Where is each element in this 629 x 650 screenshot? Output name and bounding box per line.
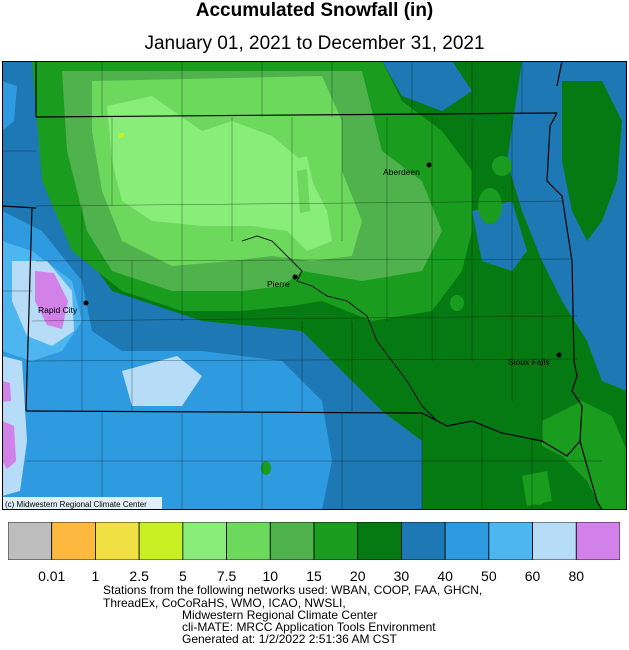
snowfall-zone-ne-blue — [382, 61, 472, 111]
city-aberdeen: Aberdeen — [383, 162, 432, 177]
legend-tick-label: 7.5 — [216, 568, 237, 584]
footer-networks-2: ThreadEx, CoCoRaHS, WMO, ICAO, NWSLI, — [103, 596, 346, 610]
city-pierre: Pierre — [267, 274, 298, 289]
footer-mrcc: Midwestern Regional Climate Center — [182, 608, 378, 622]
map-title: Accumulated Snowfall (in) — [195, 0, 434, 21]
legend-swatch — [138, 522, 184, 560]
snowfall-zone-east-green-inner — [562, 81, 622, 241]
city-dot-rapid-city — [83, 300, 89, 306]
snowfall-patch-5 — [261, 461, 271, 475]
city-label-sioux-falls: Sioux Falls — [508, 357, 550, 367]
snowfall-zone-sw-purple-2 — [2, 421, 16, 469]
legend-tick-label: 50 — [481, 568, 497, 584]
city-rapid-city: Rapid City — [38, 300, 89, 315]
legend-swatch — [8, 522, 53, 560]
legend-swatch — [95, 522, 140, 560]
legend-tick-label: 80 — [568, 568, 585, 584]
legend-tick-label: 20 — [349, 568, 366, 584]
legend-swatch — [357, 522, 402, 560]
snowfall-patch-3 — [478, 188, 502, 224]
legend-swatch — [575, 522, 620, 560]
snowfall-zone-nw-blue — [2, 81, 17, 131]
legend-tick-label: 60 — [524, 568, 541, 584]
legend-swatch — [444, 522, 490, 560]
legend-swatch — [532, 522, 577, 560]
legend-swatch — [269, 522, 315, 560]
snowfall-zone-green-10b — [297, 169, 310, 213]
snowfall-zone-green-dot — [119, 133, 124, 138]
legend-tick-label: 40 — [437, 568, 453, 584]
city-dot-sioux-falls — [556, 352, 562, 358]
footer-networks-1: Stations from the following networks use… — [103, 583, 483, 597]
legend-swatch — [488, 522, 533, 560]
legend-tick-label: 5 — [178, 568, 187, 584]
snowfall-zone-sw-purple-3 — [2, 381, 11, 402]
snowfall-patch-2 — [450, 295, 464, 311]
legend-tick-label: 30 — [393, 568, 410, 584]
legend-tick-label: 1 — [91, 568, 100, 584]
snowfall-patch-1 — [492, 156, 512, 176]
legend-tick-label: 15 — [306, 568, 322, 584]
city-dot-pierre — [292, 274, 298, 280]
legend-swatch — [226, 522, 271, 560]
legend-tick-label: 0.01 — [38, 568, 66, 584]
legend-tick-label: 10 — [262, 568, 279, 584]
legend-color-bar — [8, 522, 620, 560]
state-boundaries — [2, 61, 603, 510]
legend-swatch — [313, 522, 359, 560]
snowfall-patch-4 — [529, 481, 547, 505]
legend-tick-label: 2.5 — [129, 568, 149, 584]
footer-generated: Generated at: 1/2/2022 2:51:36 AM CST — [182, 632, 397, 646]
missouri-river — [241, 235, 438, 422]
map-subtitle: January 01, 2021 to December 31, 2021 — [144, 33, 485, 54]
city-label-aberdeen: Aberdeen — [383, 167, 420, 177]
legend-swatch — [51, 522, 96, 560]
city-label-rapid-city: Rapid City — [38, 305, 78, 315]
city-dot-aberdeen — [426, 162, 432, 168]
map-border — [2, 61, 627, 510]
city-sioux-falls: Sioux Falls — [508, 352, 562, 367]
city-label-pierre: Pierre — [267, 279, 290, 289]
footer-climate: cli-MATE: MRCC Application Tools Environ… — [182, 620, 436, 634]
snowfall-zone-sw-purple-1 — [35, 271, 68, 329]
snowfall-zone-green-7-5 — [107, 96, 332, 251]
credit-box — [2, 497, 162, 510]
legend-swatch — [401, 522, 446, 560]
legend-swatch — [182, 522, 227, 560]
snowfall-map: Aberdeen Pierre Rapid City Sioux Falls (… — [2, 61, 627, 510]
county-lines — [2, 61, 602, 510]
snowfall-zone-sw-paleblue-2 — [122, 356, 202, 406]
map-credit: (c) Midwestern Regional Climate Center — [5, 500, 147, 509]
